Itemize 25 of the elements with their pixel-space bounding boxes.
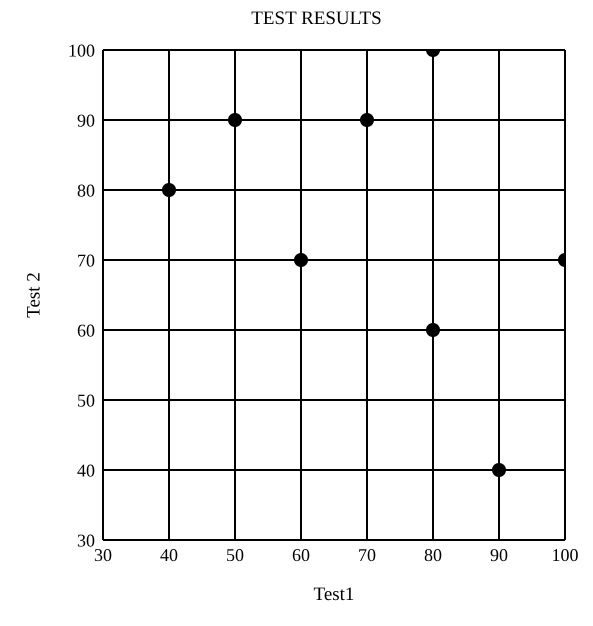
y-tick-label: 70	[77, 250, 95, 270]
y-tick-label: 90	[77, 110, 95, 130]
x-tick-label: 80	[424, 544, 442, 565]
point	[492, 463, 506, 477]
y-tick-label: 100	[68, 40, 95, 60]
y-tick-label: 50	[77, 390, 95, 410]
chart-title: TEST RESULTS	[250, 8, 383, 30]
x-tick-label: 100	[552, 544, 578, 565]
point	[426, 323, 440, 337]
x-axis-title: Test1	[314, 584, 354, 605]
y-tick-label: 60	[77, 320, 95, 340]
point	[162, 183, 176, 197]
x-tick-label: 70	[358, 544, 376, 565]
y-tick-label: 80	[77, 180, 95, 200]
x-tick-label: 90	[490, 544, 508, 565]
x-tick-label: 30	[94, 544, 112, 565]
point	[294, 253, 308, 267]
y-axis-title: Test 2	[24, 272, 45, 318]
x-tick-label: 40	[160, 544, 178, 565]
x-tick-label: 50	[226, 544, 244, 565]
y-tick-label: 30	[77, 530, 95, 550]
point	[360, 113, 374, 127]
x-tick-label: 60	[292, 544, 310, 565]
y-tick-label: 40	[77, 460, 95, 480]
point	[228, 113, 242, 127]
